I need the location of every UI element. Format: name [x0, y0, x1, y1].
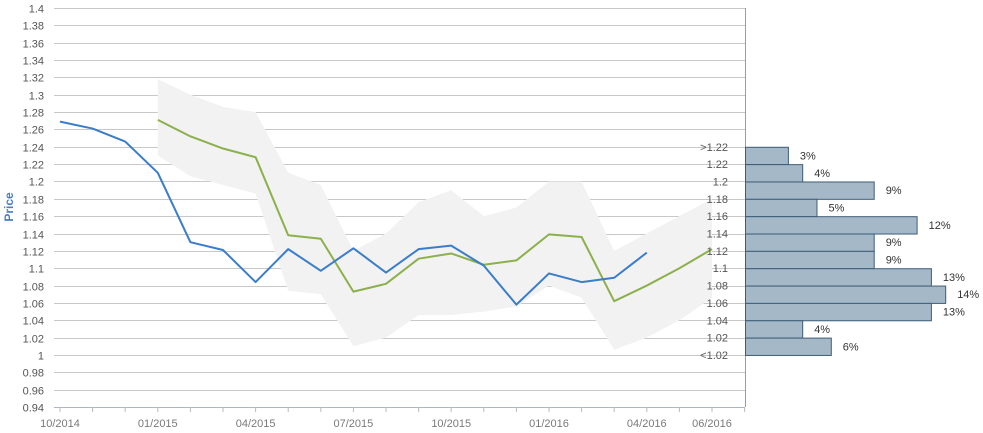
y-axis-label: Price: [2, 192, 16, 222]
distribution-percent-label: 4%: [814, 324, 830, 336]
y-tick-label: 1.02: [23, 334, 44, 346]
y-tick-label: 1.38: [23, 21, 44, 33]
distribution-percent-label: 6%: [843, 341, 859, 353]
distribution-bin-label: 1.04: [707, 315, 728, 327]
y-tick-label: 1.2: [29, 177, 44, 189]
confidence-band: [157, 79, 713, 350]
y-tick-label: 0.96: [23, 386, 44, 398]
distribution-bin-label: 1.02: [707, 333, 728, 345]
y-tick-label: 1.14: [23, 230, 44, 242]
distribution-bar: [745, 285, 947, 304]
x-tick-label: 04/2016: [627, 418, 667, 430]
distribution-bar: [745, 320, 804, 339]
distribution-bin-label: 1.22: [707, 159, 728, 171]
y-tick-label: 1.04: [23, 316, 44, 328]
distribution-percent-label: 9%: [886, 185, 902, 197]
confidence-band-area: [157, 79, 713, 350]
y-tick-label: 1.24: [23, 143, 44, 155]
distribution-bar: [745, 337, 832, 356]
y-tick-label: 1.18: [23, 195, 44, 207]
y-tick-label: 1.08: [23, 282, 44, 294]
distribution-bar: [745, 216, 918, 235]
y-tick-label: 1.4: [29, 4, 44, 16]
distribution-percent-label: 5%: [829, 203, 845, 215]
x-tick-label: 01/2016: [529, 418, 569, 430]
distribution-bin-label: 1.1: [713, 263, 728, 275]
y-tick-label: 1.28: [23, 108, 44, 120]
distribution-bar: [745, 164, 804, 183]
distribution-bar: [745, 146, 789, 166]
x-tick-label: 07/2015: [334, 418, 374, 430]
distribution-percent-label: 9%: [886, 237, 902, 249]
distribution-percent-label: 12%: [929, 220, 951, 232]
y-tick-label: 1.34: [23, 56, 44, 68]
forecast-price-line: [157, 119, 713, 303]
x-tick-label: 01/2015: [138, 418, 178, 430]
y-tick-label: 1: [38, 351, 44, 363]
distribution-bin-label: 1.18: [707, 194, 728, 206]
x-tick-label: 04/2015: [236, 418, 276, 430]
distribution-bar: [745, 233, 875, 252]
distribution-bar: [745, 181, 875, 200]
x-tick-label: 06/2016: [692, 418, 732, 430]
y-tick-label: 1.22: [23, 160, 44, 172]
y-tick-label: 1.3: [29, 91, 44, 103]
series-lines: [59, 119, 713, 306]
x-tick-label: 10/2015: [431, 418, 471, 430]
y-tick-labels: 0.94 0.96 0.98 1 1.02 1.04 1.06 1.08 1.1 1.12 1.14…: [23, 4, 44, 415]
y-tick-label: 1.32: [23, 73, 44, 85]
distribution-bin-label: 1.14: [707, 229, 728, 241]
x-tick-label: 10/2014: [40, 418, 80, 430]
y-tick-label: 1.36: [23, 39, 44, 51]
distribution-bar: [745, 250, 875, 270]
distribution-bin-label: 1.12: [707, 246, 728, 258]
distribution-bin-label: >1.22: [700, 142, 728, 154]
distribution-bar: [745, 268, 932, 287]
axes: [54, 8, 746, 412]
y-tick-label: 1.12: [23, 247, 44, 259]
distribution-percent-label: 4%: [814, 168, 830, 180]
distribution-bar: [745, 302, 932, 322]
grid-lines: [54, 8, 745, 408]
y-tick-label: 1.16: [23, 212, 44, 224]
distribution-percent-label: 13%: [943, 272, 965, 284]
distribution-percent-label: 14%: [957, 289, 979, 301]
distribution-percent-label: 3%: [800, 150, 816, 162]
distribution-percent-label: 13%: [943, 307, 965, 319]
distribution-bin-label: 1.2: [713, 176, 728, 188]
distribution-bin-label: 1.06: [707, 298, 728, 310]
distribution-histogram: >1.22 3% 1.22 4% 1.2 9% 1.18 5% 1.16 12% 1.14 9% 1.1…: [700, 142, 979, 362]
distribution-bin-label: <1.02: [700, 350, 728, 362]
distribution-bin-label: 1.16: [707, 211, 728, 223]
actual-price-line: [59, 120, 648, 306]
y-tick-label: 0.98: [23, 368, 44, 380]
y-tick-label: 1.1: [29, 264, 44, 276]
distribution-percent-label: 9%: [886, 255, 902, 267]
y-tick-label: 0.94: [23, 403, 44, 415]
x-tick-labels: 10/2014 01/2015 04/2015 07/2015 10/2015 01/20…: [40, 418, 732, 430]
distribution-bar: [745, 198, 818, 218]
distribution-bin-label: 1.08: [707, 281, 728, 293]
y-tick-label: 1.06: [23, 299, 44, 311]
y-tick-label: 1.26: [23, 125, 44, 137]
